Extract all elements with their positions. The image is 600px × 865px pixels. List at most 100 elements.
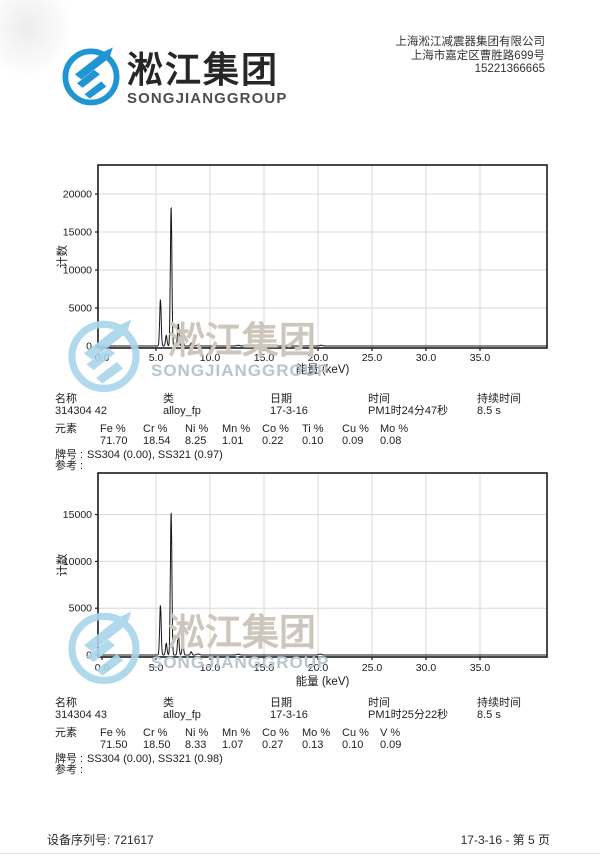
field-label: 日期 <box>270 393 292 405</box>
element-symbol: Fe % <box>100 423 126 435</box>
element-symbol: V % <box>380 727 401 739</box>
svg-text:10.0: 10.0 <box>200 662 221 674</box>
device-serial: 设备序列号: 721617 <box>47 833 154 847</box>
element-symbol: Co % <box>262 727 289 739</box>
svg-text:5.0: 5.0 <box>149 662 164 674</box>
element-symbol: Mo % <box>380 423 409 435</box>
elements-label: 元素 <box>55 423 77 435</box>
svg-text:20000: 20000 <box>63 189 92 201</box>
company-phone: 15221366665 <box>474 63 545 75</box>
field-label: 时间 <box>368 697 390 709</box>
x-axis: 0.0 5.0 10.0 15.0 20.0 25.0 30.0 35.0 能量 (keV) <box>95 657 491 688</box>
svg-text:0.0: 0.0 <box>95 662 110 674</box>
element-symbol: Cr % <box>143 423 168 435</box>
grade-value: SS304 (0.00), SS321 (0.97) <box>87 449 223 461</box>
element-value: 0.10 <box>342 739 364 751</box>
element-symbol: Ni % <box>185 727 209 739</box>
field-label: 类 <box>163 697 174 709</box>
element-value: 0.09 <box>380 739 402 751</box>
svg-text:35.0: 35.0 <box>470 662 491 674</box>
element-value: 1.01 <box>222 435 244 447</box>
company-info: 上海淞江减震器集团有限公司 上海市嘉定区曹胜路699号 15221366665 <box>396 36 546 77</box>
field-label: 时间 <box>368 393 390 405</box>
field-label: 类 <box>163 393 174 405</box>
svg-text:30.0: 30.0 <box>416 662 437 674</box>
element-symbol: Mo % <box>302 727 331 739</box>
svg-text:15000: 15000 <box>63 509 92 521</box>
grade-label: 牌号 : <box>55 753 84 765</box>
svg-text:35.0: 35.0 <box>470 352 491 364</box>
svg-text:20.0: 20.0 <box>308 352 329 364</box>
svg-text:0: 0 <box>86 341 92 353</box>
field-value: 17-3-16 <box>270 405 308 417</box>
field-value: 17-3-16 <box>270 709 308 721</box>
element-value: 0.13 <box>302 739 324 751</box>
field-label: 持续时间 <box>477 393 521 405</box>
result-block-2: 名称 314304 43 类 alloy_fp 日期 17-3-16 时间 PM1时25分22… <box>55 692 565 780</box>
svg-text:15.0: 15.0 <box>254 352 275 364</box>
svg-text:0: 0 <box>86 650 92 662</box>
svg-text:30.0: 30.0 <box>416 352 437 364</box>
element-value: 18.54 <box>143 435 171 447</box>
y-axis: 0 5000 10000 15000 20000 计数 <box>55 189 98 353</box>
element-value: 71.50 <box>100 739 128 751</box>
field-value: 314304 42 <box>55 405 107 417</box>
element-symbol: Mn % <box>222 727 251 739</box>
field-value: 314304 43 <box>55 709 107 721</box>
field-label: 日期 <box>270 697 292 709</box>
svg-text:5.0: 5.0 <box>149 352 164 364</box>
svg-text:15000: 15000 <box>63 227 92 239</box>
brand-name-cn: 淞江集团 <box>127 49 280 90</box>
x-axis: 0.0 5.0 10.0 15.0 20.0 25.0 30.0 35.0 能量 (keV) <box>95 348 491 376</box>
svg-text:10000: 10000 <box>63 265 92 277</box>
field-value: 8.5 s <box>477 709 501 721</box>
grade-value: SS304 (0.00), SS321 (0.98) <box>87 753 223 765</box>
company-name: 上海淞江减震器集团有限公司 <box>395 36 546 48</box>
element-symbol: Mn % <box>222 423 251 435</box>
svg-text:10000: 10000 <box>63 556 92 568</box>
svg-text:能量 (keV): 能量 (keV) <box>296 674 350 688</box>
svg-text:25.0: 25.0 <box>362 662 383 674</box>
y-axis: 0 5000 10000 15000 计数 <box>55 509 98 662</box>
brand-block: 淞江集团 SONGJIANGGROUP <box>127 49 287 107</box>
result-block-1: 名称 314304 42 类 alloy_fp 日期 17-3-16 时间 PM1时24分47… <box>55 388 565 476</box>
brand-name-en: SONGJIANGGROUP <box>127 90 288 107</box>
svg-text:5000: 5000 <box>69 303 93 315</box>
element-symbol: Ni % <box>185 423 209 435</box>
svg-text:计数: 计数 <box>55 553 69 576</box>
svg-text:计数: 计数 <box>55 245 69 268</box>
spectrum-line <box>98 512 547 656</box>
element-value: 1.07 <box>222 739 244 751</box>
svg-text:5000: 5000 <box>69 603 93 615</box>
footer-divider <box>0 853 600 854</box>
field-label: 名称 <box>55 393 77 405</box>
element-symbol: Cu % <box>342 727 369 739</box>
field-value: PM1时24分47秒 <box>368 405 449 417</box>
spectrum-chart-1: 0.0 5.0 10.0 15.0 20.0 25.0 30.0 35.0 能量 (keV) 0 5… <box>55 164 548 376</box>
grade-label: 牌号 : <box>55 449 84 461</box>
spectrum-chart-2: 0.0 5.0 10.0 15.0 20.0 25.0 30.0 35.0 能量 (keV) 0 5… <box>55 472 548 688</box>
reference-label: 参考 : <box>55 460 84 472</box>
element-value: 71.70 <box>100 435 128 447</box>
field-value: PM1时25分22秒 <box>368 709 449 721</box>
company-address: 上海市嘉定区曹胜路699号 <box>410 49 545 62</box>
field-label: 名称 <box>55 697 77 709</box>
element-value: 0.09 <box>342 435 364 447</box>
element-symbol: Cu % <box>342 423 369 435</box>
element-symbol: Cr % <box>143 727 168 739</box>
page-info: 17-3-16 - 第 5 页 <box>460 833 550 847</box>
field-value: 8.5 s <box>477 405 501 417</box>
element-symbol: Co % <box>262 423 289 435</box>
svg-text:20.0: 20.0 <box>308 662 329 674</box>
field-value: alloy_fp <box>163 405 201 417</box>
spectrum-line <box>98 207 547 347</box>
plot-border <box>97 164 548 349</box>
svg-text:能量 (keV): 能量 (keV) <box>296 362 350 376</box>
chart-grid <box>98 165 547 348</box>
element-value: 0.22 <box>262 435 284 447</box>
element-symbol: Fe % <box>100 727 126 739</box>
plot-border <box>97 472 548 658</box>
element-value: 18.50 <box>143 739 171 751</box>
element-value: 8.33 <box>185 739 207 751</box>
